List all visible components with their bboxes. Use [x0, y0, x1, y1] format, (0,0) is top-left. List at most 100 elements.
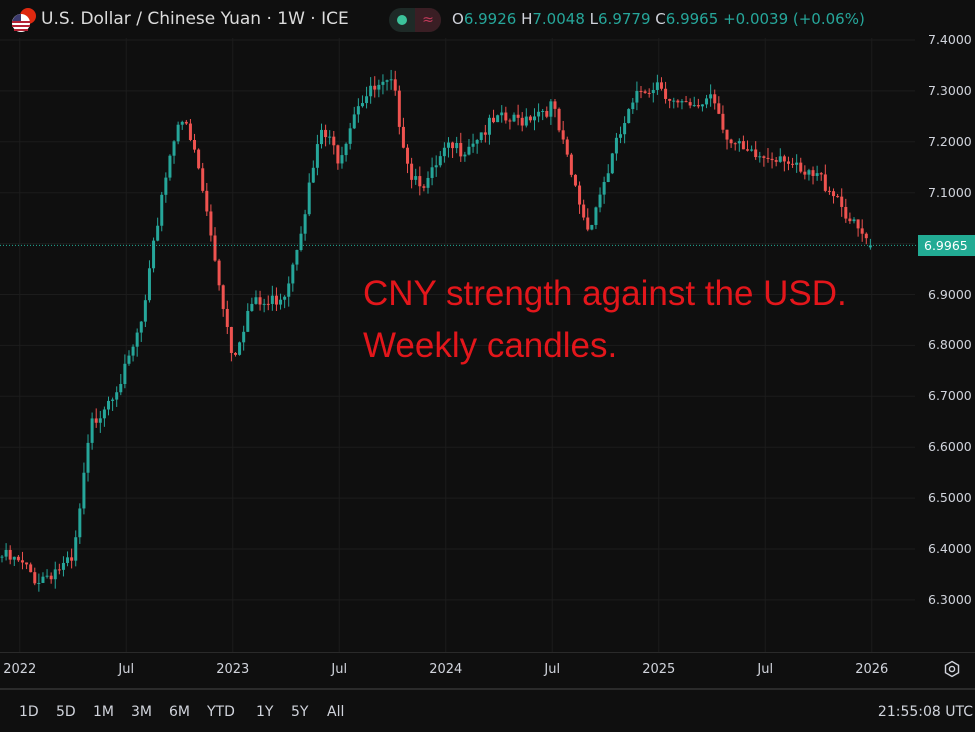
candle-body	[356, 106, 360, 115]
time-axis[interactable]: 2022 Jul 2023 Jul 2024 Jul 2025 Jul 2026	[0, 652, 975, 689]
time-label: Jul	[757, 662, 774, 677]
low-value: 6.9779	[598, 10, 651, 28]
candle-body	[655, 82, 659, 90]
candle-body	[426, 177, 430, 188]
candle-body	[274, 295, 278, 305]
candle-body	[569, 154, 573, 175]
candle-body	[791, 163, 795, 165]
range-button-6m[interactable]: 6M	[169, 704, 190, 720]
candle-body	[659, 82, 663, 89]
candle-body	[332, 136, 336, 146]
settings-icon[interactable]	[943, 660, 961, 678]
candle-body	[414, 176, 418, 180]
candle-body	[451, 142, 455, 149]
range-button-3m[interactable]: 3M	[131, 704, 152, 720]
candle-body	[696, 105, 700, 107]
time-label: 2023	[216, 662, 250, 677]
range-button-1d[interactable]: 1D	[19, 704, 39, 720]
range-button-5y[interactable]: 5Y	[291, 704, 309, 720]
candle-body	[8, 549, 12, 560]
candle-body	[311, 167, 315, 183]
symbol-title[interactable]: U.S. Dollar / Chinese Yuan · 1W · ICE	[41, 9, 349, 29]
candle-body	[746, 149, 749, 151]
candle-body	[156, 225, 160, 241]
candle-body	[467, 146, 471, 155]
candle-body	[528, 116, 532, 121]
candle-body	[184, 121, 188, 124]
candle-body	[672, 100, 676, 102]
candle-body	[586, 217, 590, 230]
candle-body	[598, 194, 602, 208]
candle-body	[614, 137, 618, 154]
range-button-1m[interactable]: 1M	[93, 704, 114, 720]
candle-body	[524, 116, 528, 126]
candle-body	[737, 141, 741, 144]
candle-body	[225, 308, 229, 327]
candle-body	[442, 147, 446, 157]
candle-body	[12, 556, 16, 560]
market-status-pill[interactable]: ≈	[389, 8, 441, 32]
open-label: O	[452, 10, 464, 28]
candle-body	[545, 110, 549, 117]
candle-body	[815, 173, 819, 176]
candle-body	[741, 141, 745, 150]
candle-body	[131, 346, 135, 356]
bottom-toolbar: 1D 5D 1M 3M 6M YTD 1Y 5Y All 21:55:08 UTC	[0, 690, 975, 732]
candle-body	[635, 90, 639, 103]
candle-body	[520, 117, 524, 126]
candle-body	[0, 556, 4, 558]
range-button-1y[interactable]: 1Y	[256, 704, 274, 720]
candle-body	[774, 160, 778, 162]
candle-body	[844, 206, 848, 219]
candle-body	[733, 143, 737, 145]
candle-body	[483, 132, 487, 135]
candle-body	[459, 142, 463, 157]
candle-body	[758, 156, 762, 158]
candle-body	[393, 79, 397, 91]
candle-body	[602, 181, 606, 195]
candle-body	[123, 363, 127, 384]
price-label: 7.4000	[928, 32, 972, 47]
candlestick-chart[interactable]	[0, 0, 975, 652]
data-delay-icon: ≈	[415, 8, 441, 32]
candle-body	[168, 155, 172, 178]
candle-body	[135, 332, 139, 347]
candle-body	[29, 564, 33, 573]
price-label: 6.4000	[928, 541, 972, 556]
range-button-5d[interactable]: 5D	[56, 704, 76, 720]
candle-body	[676, 100, 680, 103]
candle-body	[770, 158, 774, 161]
candle-body	[53, 569, 57, 580]
range-button-ytd[interactable]: YTD	[207, 704, 235, 720]
candle-body	[283, 296, 287, 300]
candle-body	[320, 129, 323, 145]
price-label: 7.3000	[928, 82, 972, 98]
candle-body	[16, 556, 20, 561]
candle-body	[647, 92, 651, 94]
candle-body	[86, 442, 90, 473]
candle-body	[119, 383, 123, 393]
candle-body	[389, 79, 393, 81]
candle-body	[45, 575, 49, 577]
range-button-all[interactable]: All	[327, 704, 345, 720]
candle-body	[279, 299, 283, 305]
candle-body	[291, 264, 295, 284]
candle-body	[643, 91, 647, 93]
candle-body	[639, 90, 643, 92]
candle-body	[479, 132, 483, 141]
candle-body	[127, 355, 131, 364]
candle-body	[819, 173, 823, 175]
candle-body	[336, 145, 340, 164]
price-label: 6.6000	[928, 439, 972, 455]
clock[interactable]: 21:55:08 UTC	[877, 704, 973, 720]
candle-body	[205, 190, 209, 212]
candle-body	[107, 400, 110, 410]
price-label: 7.2000	[928, 133, 972, 149]
candle-body	[111, 399, 115, 401]
candle-body	[496, 115, 500, 123]
candle-body	[578, 185, 582, 205]
candle-body	[422, 186, 426, 188]
candle-body	[262, 303, 266, 305]
candle-body	[455, 142, 459, 149]
candle-body	[209, 211, 213, 236]
